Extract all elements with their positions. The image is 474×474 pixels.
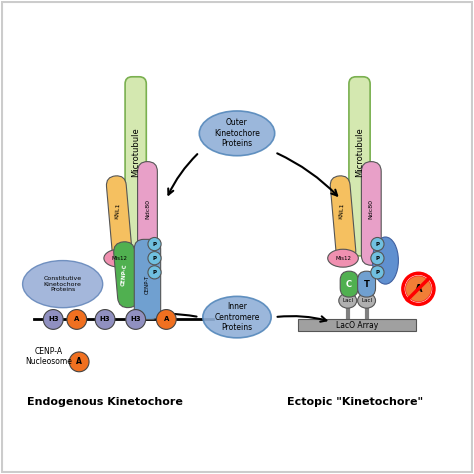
Ellipse shape: [148, 252, 161, 265]
FancyBboxPatch shape: [349, 77, 370, 256]
Text: Microtubule: Microtubule: [131, 128, 140, 177]
FancyBboxPatch shape: [107, 176, 132, 261]
Text: Outer
Kinetochore
Proteins: Outer Kinetochore Proteins: [214, 118, 260, 148]
Ellipse shape: [199, 111, 275, 156]
Ellipse shape: [23, 261, 103, 308]
Text: P: P: [153, 242, 156, 246]
Text: LacI: LacI: [361, 298, 372, 303]
Ellipse shape: [328, 249, 358, 267]
Ellipse shape: [371, 237, 384, 251]
Text: Constitutive
Kinetochore
Proteins: Constitutive Kinetochore Proteins: [44, 276, 82, 292]
Text: P: P: [153, 255, 156, 261]
Ellipse shape: [156, 310, 176, 329]
Text: A: A: [74, 317, 80, 322]
FancyBboxPatch shape: [330, 176, 356, 261]
FancyBboxPatch shape: [340, 271, 358, 297]
Text: CENP-A
Nucleosome: CENP-A Nucleosome: [25, 346, 72, 366]
Text: H3: H3: [100, 317, 110, 322]
Ellipse shape: [43, 310, 63, 329]
Text: Ectopic "Kinetochore": Ectopic "Kinetochore": [287, 397, 423, 407]
FancyBboxPatch shape: [361, 162, 381, 265]
Ellipse shape: [405, 276, 431, 302]
Text: P: P: [153, 270, 156, 275]
Ellipse shape: [69, 352, 89, 372]
Text: Inner
Centromere
Proteins: Inner Centromere Proteins: [214, 302, 260, 332]
Ellipse shape: [148, 237, 161, 251]
Ellipse shape: [95, 310, 115, 329]
Text: P: P: [375, 255, 379, 261]
Text: A: A: [76, 357, 82, 366]
Text: H3: H3: [130, 317, 141, 322]
Text: Ndc80: Ndc80: [145, 199, 150, 219]
Text: A: A: [415, 284, 422, 294]
Text: LacO Array: LacO Array: [336, 321, 378, 330]
Ellipse shape: [104, 249, 135, 267]
Text: KNL1: KNL1: [114, 203, 120, 219]
Text: A: A: [164, 317, 169, 322]
Ellipse shape: [148, 266, 161, 279]
Text: CENP-T: CENP-T: [145, 274, 150, 294]
FancyBboxPatch shape: [125, 77, 146, 256]
Ellipse shape: [371, 266, 384, 279]
Text: CENP-C: CENP-C: [120, 263, 128, 286]
Ellipse shape: [67, 310, 87, 329]
Bar: [298, 319, 416, 331]
Ellipse shape: [371, 252, 384, 265]
Text: T: T: [364, 280, 370, 289]
Ellipse shape: [203, 296, 271, 338]
Text: Microtubule: Microtubule: [355, 128, 364, 177]
Text: P: P: [375, 242, 379, 246]
FancyBboxPatch shape: [357, 271, 375, 297]
Text: KNL1: KNL1: [338, 203, 344, 219]
Text: Mis12: Mis12: [111, 255, 127, 261]
FancyBboxPatch shape: [134, 239, 161, 319]
Text: P: P: [375, 270, 379, 275]
Text: LacI: LacI: [342, 298, 353, 303]
Text: H3: H3: [48, 317, 58, 322]
FancyBboxPatch shape: [114, 242, 139, 308]
Ellipse shape: [339, 293, 357, 308]
Ellipse shape: [357, 293, 375, 308]
Text: Endogenous Kinetochore: Endogenous Kinetochore: [27, 397, 183, 407]
FancyBboxPatch shape: [137, 162, 157, 265]
Text: Mis12: Mis12: [335, 255, 351, 261]
Text: C: C: [346, 280, 352, 289]
Ellipse shape: [373, 237, 398, 284]
Ellipse shape: [126, 310, 146, 329]
Text: Ndc80: Ndc80: [369, 199, 374, 219]
